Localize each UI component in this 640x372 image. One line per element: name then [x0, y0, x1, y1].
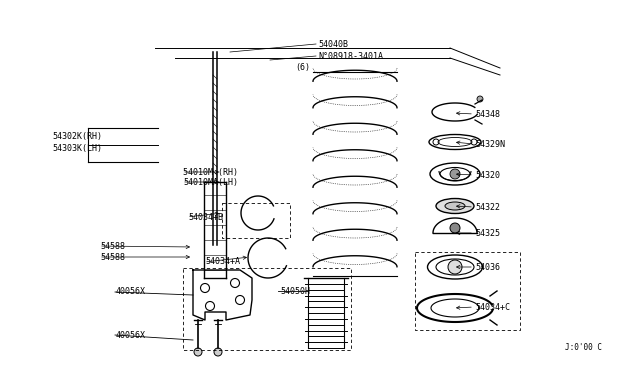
Text: (6): (6) — [295, 62, 310, 71]
Text: N°08918-3401A: N°08918-3401A — [318, 51, 383, 61]
Text: 54325: 54325 — [475, 228, 500, 237]
Text: 54034+B: 54034+B — [188, 212, 223, 221]
Text: 40056X: 40056X — [116, 288, 146, 296]
Text: 54050H: 54050H — [280, 286, 310, 295]
Circle shape — [448, 260, 462, 274]
Text: 54303K(LH): 54303K(LH) — [52, 144, 102, 153]
Text: 54040B: 54040B — [318, 39, 348, 48]
Circle shape — [450, 223, 460, 233]
Text: 54320: 54320 — [475, 170, 500, 180]
Ellipse shape — [436, 199, 474, 214]
Text: 54034+A: 54034+A — [205, 257, 240, 266]
Text: 54302K(RH): 54302K(RH) — [52, 131, 102, 141]
Text: 54034+C: 54034+C — [475, 302, 510, 311]
Text: J:0'00 C: J:0'00 C — [565, 343, 602, 352]
Text: 54348: 54348 — [475, 109, 500, 119]
Text: 40056X: 40056X — [116, 330, 146, 340]
Circle shape — [194, 348, 202, 356]
Text: 54010M (RH): 54010M (RH) — [183, 167, 238, 176]
Text: 54322: 54322 — [475, 202, 500, 212]
Circle shape — [477, 96, 483, 102]
Text: 54588: 54588 — [100, 253, 125, 262]
Text: 54329N: 54329N — [475, 140, 505, 148]
Circle shape — [450, 169, 460, 179]
Ellipse shape — [445, 202, 465, 210]
Text: 54588: 54588 — [100, 241, 125, 250]
Text: 54010MA(LH): 54010MA(LH) — [183, 177, 238, 186]
Circle shape — [214, 348, 222, 356]
Text: 54036: 54036 — [475, 263, 500, 272]
